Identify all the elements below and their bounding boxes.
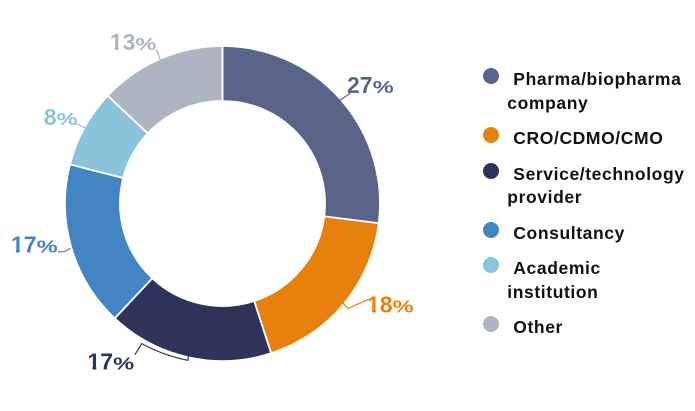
- svg-text:13%: 13%: [110, 29, 157, 55]
- svg-text:17%: 17%: [11, 231, 58, 257]
- svg-text:17%: 17%: [88, 349, 135, 375]
- svg-text:18%: 18%: [367, 292, 414, 318]
- svg-text:27%: 27%: [347, 72, 394, 98]
- svg-text:8%: 8%: [44, 104, 78, 130]
